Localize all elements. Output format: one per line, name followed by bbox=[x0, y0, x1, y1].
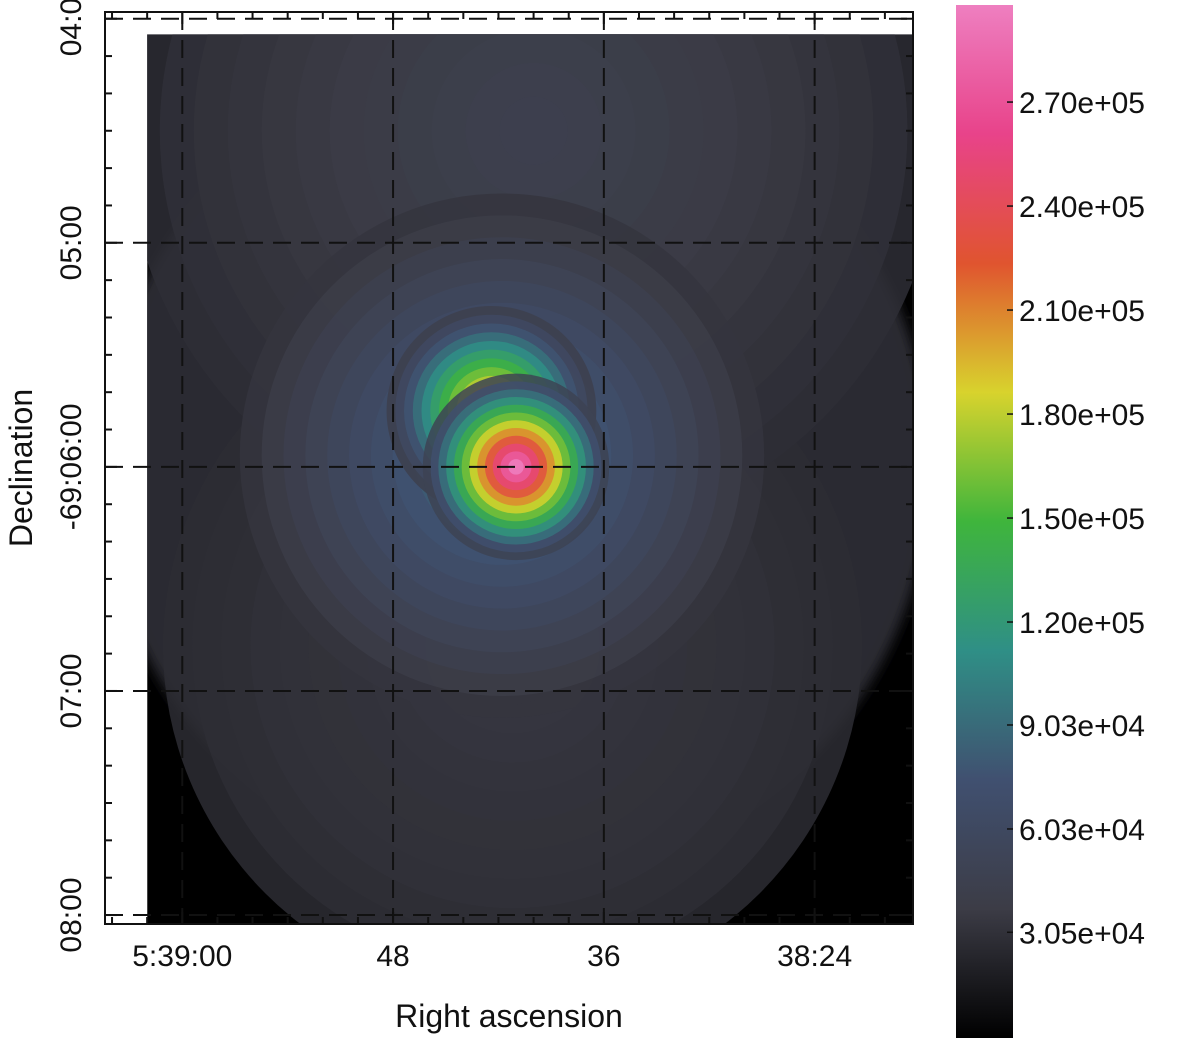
colorbar bbox=[956, 5, 1013, 1038]
colorbar-label-3: 1.20e+05 bbox=[1019, 607, 1145, 640]
colorbar-label-1: 6.03e+04 bbox=[1019, 814, 1145, 847]
y-axis-label: Declination bbox=[3, 389, 39, 547]
colorbar-label-4: 1.50e+05 bbox=[1019, 503, 1145, 536]
y-tick-label-4: 08:00 bbox=[55, 877, 88, 952]
colorbar-label-2: 9.03e+04 bbox=[1019, 710, 1145, 743]
axis-ticks bbox=[105, 12, 913, 924]
colorbar-label-7: 2.40e+05 bbox=[1019, 191, 1145, 224]
x-tick-label-1: 48 bbox=[376, 940, 409, 973]
y-tick-label-0: 04:00 bbox=[55, 0, 88, 56]
colorbar-label-8: 2.70e+05 bbox=[1019, 87, 1145, 120]
colorbar-label-5: 1.80e+05 bbox=[1019, 399, 1145, 432]
x-tick-label-2: 36 bbox=[587, 940, 620, 973]
x-tick-labels: 5:39:00 48 36 38:24 bbox=[132, 940, 852, 973]
x-axis-label: Right ascension bbox=[395, 998, 623, 1034]
source-4 bbox=[422, 373, 610, 561]
heatmap-image bbox=[147, 34, 914, 925]
grid-lines bbox=[105, 12, 913, 924]
x-tick-label-3: 38:24 bbox=[777, 940, 852, 973]
y-tick-label-3: 07:00 bbox=[55, 653, 88, 728]
colorbar-label-0: 3.05e+04 bbox=[1019, 917, 1145, 950]
y-tick-label-1: 05:00 bbox=[55, 205, 88, 280]
x-tick-label-0: 5:39:00 bbox=[132, 940, 232, 973]
y-tick-labels: 04:00 05:00 -69:06:00 07:00 08:00 bbox=[55, 0, 88, 953]
colorbar-label-6: 2.10e+05 bbox=[1019, 295, 1145, 328]
y-tick-label-2: -69:06:00 bbox=[55, 403, 88, 530]
plot-frame bbox=[104, 11, 914, 925]
colorbar-labels: 3.05e+04 6.03e+04 9.03e+04 1.20e+05 1.50e+05… bbox=[1007, 87, 1145, 950]
